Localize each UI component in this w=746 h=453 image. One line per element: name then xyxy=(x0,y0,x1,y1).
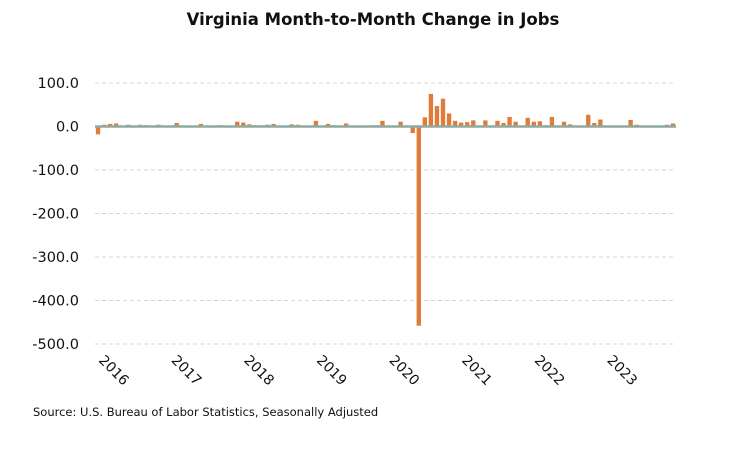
bar xyxy=(95,126,101,135)
bar xyxy=(428,93,434,127)
y-tick-label: -200.0 xyxy=(32,207,79,223)
y-tick-label: 0.0 xyxy=(56,120,79,136)
bar xyxy=(446,113,452,127)
chart-title: Virginia Month-to-Month Change in Jobs xyxy=(186,10,560,29)
bar xyxy=(670,123,676,127)
bar xyxy=(586,114,591,127)
y-axis-ticks: 100.0 0.0 -100.0 -200.0 -300.0 -400.0 -500.0 xyxy=(32,76,79,353)
bar xyxy=(380,120,385,127)
y-tick-label: -300.0 xyxy=(32,250,79,266)
bar xyxy=(513,121,518,127)
bar xyxy=(628,119,633,127)
bar xyxy=(235,121,240,127)
bar xyxy=(537,121,543,127)
bar xyxy=(525,117,530,127)
x-tick-label: 2022 xyxy=(531,353,568,390)
bar xyxy=(313,120,319,127)
bar xyxy=(598,119,603,127)
x-tick-label: 2023 xyxy=(604,353,641,390)
bar xyxy=(465,122,470,127)
bar xyxy=(410,126,415,134)
bar xyxy=(434,106,440,127)
source-note: Source: U.S. Bureau of Labor Statistics,… xyxy=(33,405,379,419)
x-tick-label: 2017 xyxy=(168,353,205,390)
bar xyxy=(452,120,458,127)
x-tick-label: 2020 xyxy=(386,353,423,390)
bar xyxy=(422,117,428,127)
bar xyxy=(398,121,403,127)
bar xyxy=(507,116,512,127)
bar xyxy=(592,123,597,127)
x-tick-label: 2016 xyxy=(95,353,132,390)
bar xyxy=(501,123,506,127)
bar xyxy=(241,122,246,127)
y-tick-label: -100.0 xyxy=(32,163,79,179)
bar xyxy=(114,123,119,127)
bar xyxy=(549,116,555,127)
bar xyxy=(561,121,567,127)
bar xyxy=(107,123,113,127)
bars xyxy=(95,93,676,326)
bar xyxy=(174,123,179,127)
y-tick-label: -400.0 xyxy=(32,294,79,310)
bar xyxy=(416,126,421,326)
x-tick-label: 2021 xyxy=(458,353,495,390)
bar xyxy=(483,120,488,127)
bar xyxy=(343,123,349,127)
x-tick-label: 2019 xyxy=(313,353,350,390)
x-axis-ticks: 2016 2017 2018 2019 2020 2021 2022 2023 xyxy=(95,353,640,390)
bar xyxy=(440,98,446,127)
bar xyxy=(471,120,476,127)
bar xyxy=(531,121,536,127)
bar xyxy=(458,122,464,127)
x-tick-label: 2018 xyxy=(240,353,277,390)
bar xyxy=(271,123,276,127)
bar xyxy=(495,120,500,127)
y-tick-label: 100.0 xyxy=(37,76,79,92)
bar xyxy=(198,123,204,127)
y-tick-label: -500.0 xyxy=(32,337,79,353)
grid xyxy=(95,82,676,345)
bar xyxy=(325,123,331,127)
